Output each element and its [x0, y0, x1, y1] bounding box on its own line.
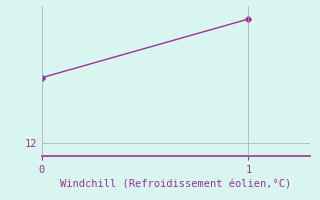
X-axis label: Windchill (Refroidissement éolien,°C): Windchill (Refroidissement éolien,°C) — [60, 179, 292, 189]
